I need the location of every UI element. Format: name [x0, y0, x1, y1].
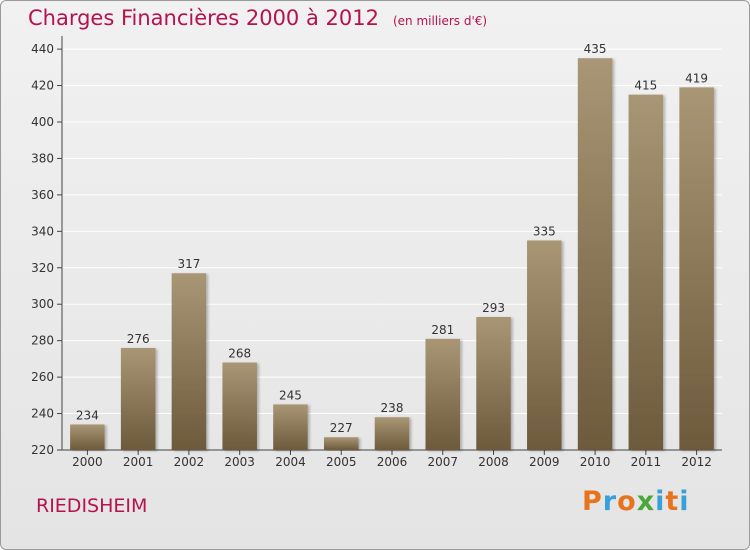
x-tick-label: 2004	[275, 455, 306, 469]
x-tick-label: 2001	[123, 455, 154, 469]
data-label-2009: 335	[533, 224, 556, 238]
chart-unit: (en milliers d'€)	[392, 14, 488, 28]
data-label-2012: 419	[685, 71, 708, 85]
x-tick-label: 2003	[224, 455, 255, 469]
logo-letter: r	[602, 486, 618, 517]
bars	[70, 58, 714, 451]
x-tick-label: 2009	[529, 455, 560, 469]
x-tick-label: 2000	[72, 455, 103, 469]
y-tick-label: 260	[31, 370, 54, 384]
bar-2000	[70, 424, 105, 450]
bar-2006	[374, 417, 410, 450]
data-label-2004: 245	[279, 388, 302, 402]
x-tick-label: 2011	[631, 455, 662, 469]
x-tick-label: 2008	[478, 455, 509, 469]
commune-name: RIEDISHEIM	[36, 495, 148, 517]
data-label-2005: 227	[330, 421, 353, 435]
chart-title-text: Charges Financières 2000 à 2012	[28, 6, 379, 30]
data-label-2001: 276	[127, 332, 150, 346]
y-tick-label: 240	[31, 407, 54, 421]
logo-letter: i	[679, 486, 690, 517]
x-tick-label: 2007	[427, 455, 458, 469]
y-tick-label: 400	[31, 115, 54, 129]
data-label-2003: 268	[228, 347, 251, 361]
y-tick-label: 440	[31, 42, 54, 56]
bar-2005	[323, 437, 359, 450]
logo-letter: t	[665, 486, 680, 517]
data-label-2008: 293	[482, 301, 505, 315]
data-label-2011: 415	[634, 79, 657, 93]
x-tick-label: 2005	[326, 455, 357, 469]
logo-letter: o	[617, 486, 637, 517]
x-tick-label: 2010	[580, 455, 611, 469]
axes: 220 240 260 280 300 320 340 360 380 400 420 440 2000…	[31, 36, 722, 469]
logo-letter: x	[636, 486, 656, 517]
x-tick-label: 2002	[174, 455, 205, 469]
y-tick-label: 360	[31, 188, 54, 202]
y-tick-label: 380	[31, 151, 54, 165]
data-label-2002: 317	[177, 257, 200, 271]
bar-2009	[527, 240, 562, 450]
y-tick-label: 280	[31, 334, 54, 348]
bar-2007	[425, 338, 461, 450]
data-label-2006: 238	[381, 401, 404, 415]
chart-title: Charges Financières 2000 à 2012 (en milli…	[28, 6, 487, 30]
bar-2012	[679, 87, 714, 450]
bar-2008	[476, 316, 511, 450]
y-tick-label: 300	[31, 297, 54, 311]
bar-2010	[577, 58, 613, 450]
x-tick-label: 2012	[681, 455, 712, 469]
grid-lines	[62, 48, 722, 415]
bar-2011	[628, 94, 664, 451]
bar-2001	[120, 347, 156, 450]
y-tick-label: 220	[31, 443, 54, 457]
data-label-2000: 234	[76, 408, 99, 422]
y-tick-label: 320	[31, 261, 54, 275]
logo-letter: i	[655, 486, 666, 517]
bar-2004	[273, 404, 308, 450]
data-label-2010: 435	[584, 42, 607, 56]
x-tick-label: 2006	[377, 455, 408, 469]
data-labels: 234 276 317 268 245 227 238 281 293 335 435 415 419	[76, 42, 708, 435]
bar-2002	[171, 273, 207, 450]
y-tick-label: 340	[31, 224, 54, 238]
bar-2003	[222, 362, 257, 450]
proxiti-logo: Proxiti	[582, 486, 690, 517]
data-label-2007: 281	[431, 323, 454, 337]
logo-letter: P	[582, 486, 603, 517]
y-tick-label: 420	[31, 79, 54, 93]
